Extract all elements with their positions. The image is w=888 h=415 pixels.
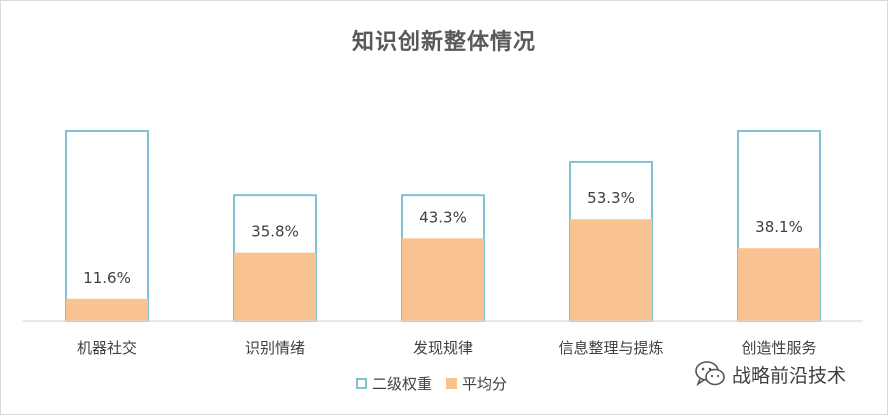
data-label: 43.3% <box>419 208 467 226</box>
data-label: 38.1% <box>755 218 803 236</box>
category-label: 创造性服务 <box>741 339 816 357</box>
legend-label-weight: 二级权重 <box>372 374 433 393</box>
wechat-icon <box>695 361 725 387</box>
legend-swatch-weight <box>356 377 367 389</box>
legend: 二级权重 平均分 <box>356 373 521 393</box>
legend-item-weight: 二级权重 <box>356 373 432 394</box>
category-label: 机器社交 <box>77 339 137 357</box>
avg-bar <box>234 252 316 321</box>
data-label: 53.3% <box>587 189 635 207</box>
legend-swatch-avg <box>446 377 458 389</box>
data-label: 11.6% <box>83 269 131 287</box>
legend-label-avg: 平均分 <box>462 374 508 393</box>
legend-item-avg: 平均分 <box>446 373 507 394</box>
category-label: 信息整理与提炼 <box>558 339 663 357</box>
avg-bar <box>402 238 484 321</box>
weight-bar <box>65 130 149 322</box>
category-label: 识别情绪 <box>245 339 305 357</box>
avg-bar <box>570 219 652 321</box>
watermark-text: 战略前沿技术 <box>732 364 847 387</box>
data-label: 35.8% <box>251 223 299 241</box>
category-label: 发现规律 <box>413 339 473 357</box>
avg-bar <box>66 298 148 321</box>
avg-bar <box>738 248 820 321</box>
chart-title: 知识创新整体情况 <box>351 30 536 55</box>
watermark: 战略前沿技术 <box>694 359 846 389</box>
